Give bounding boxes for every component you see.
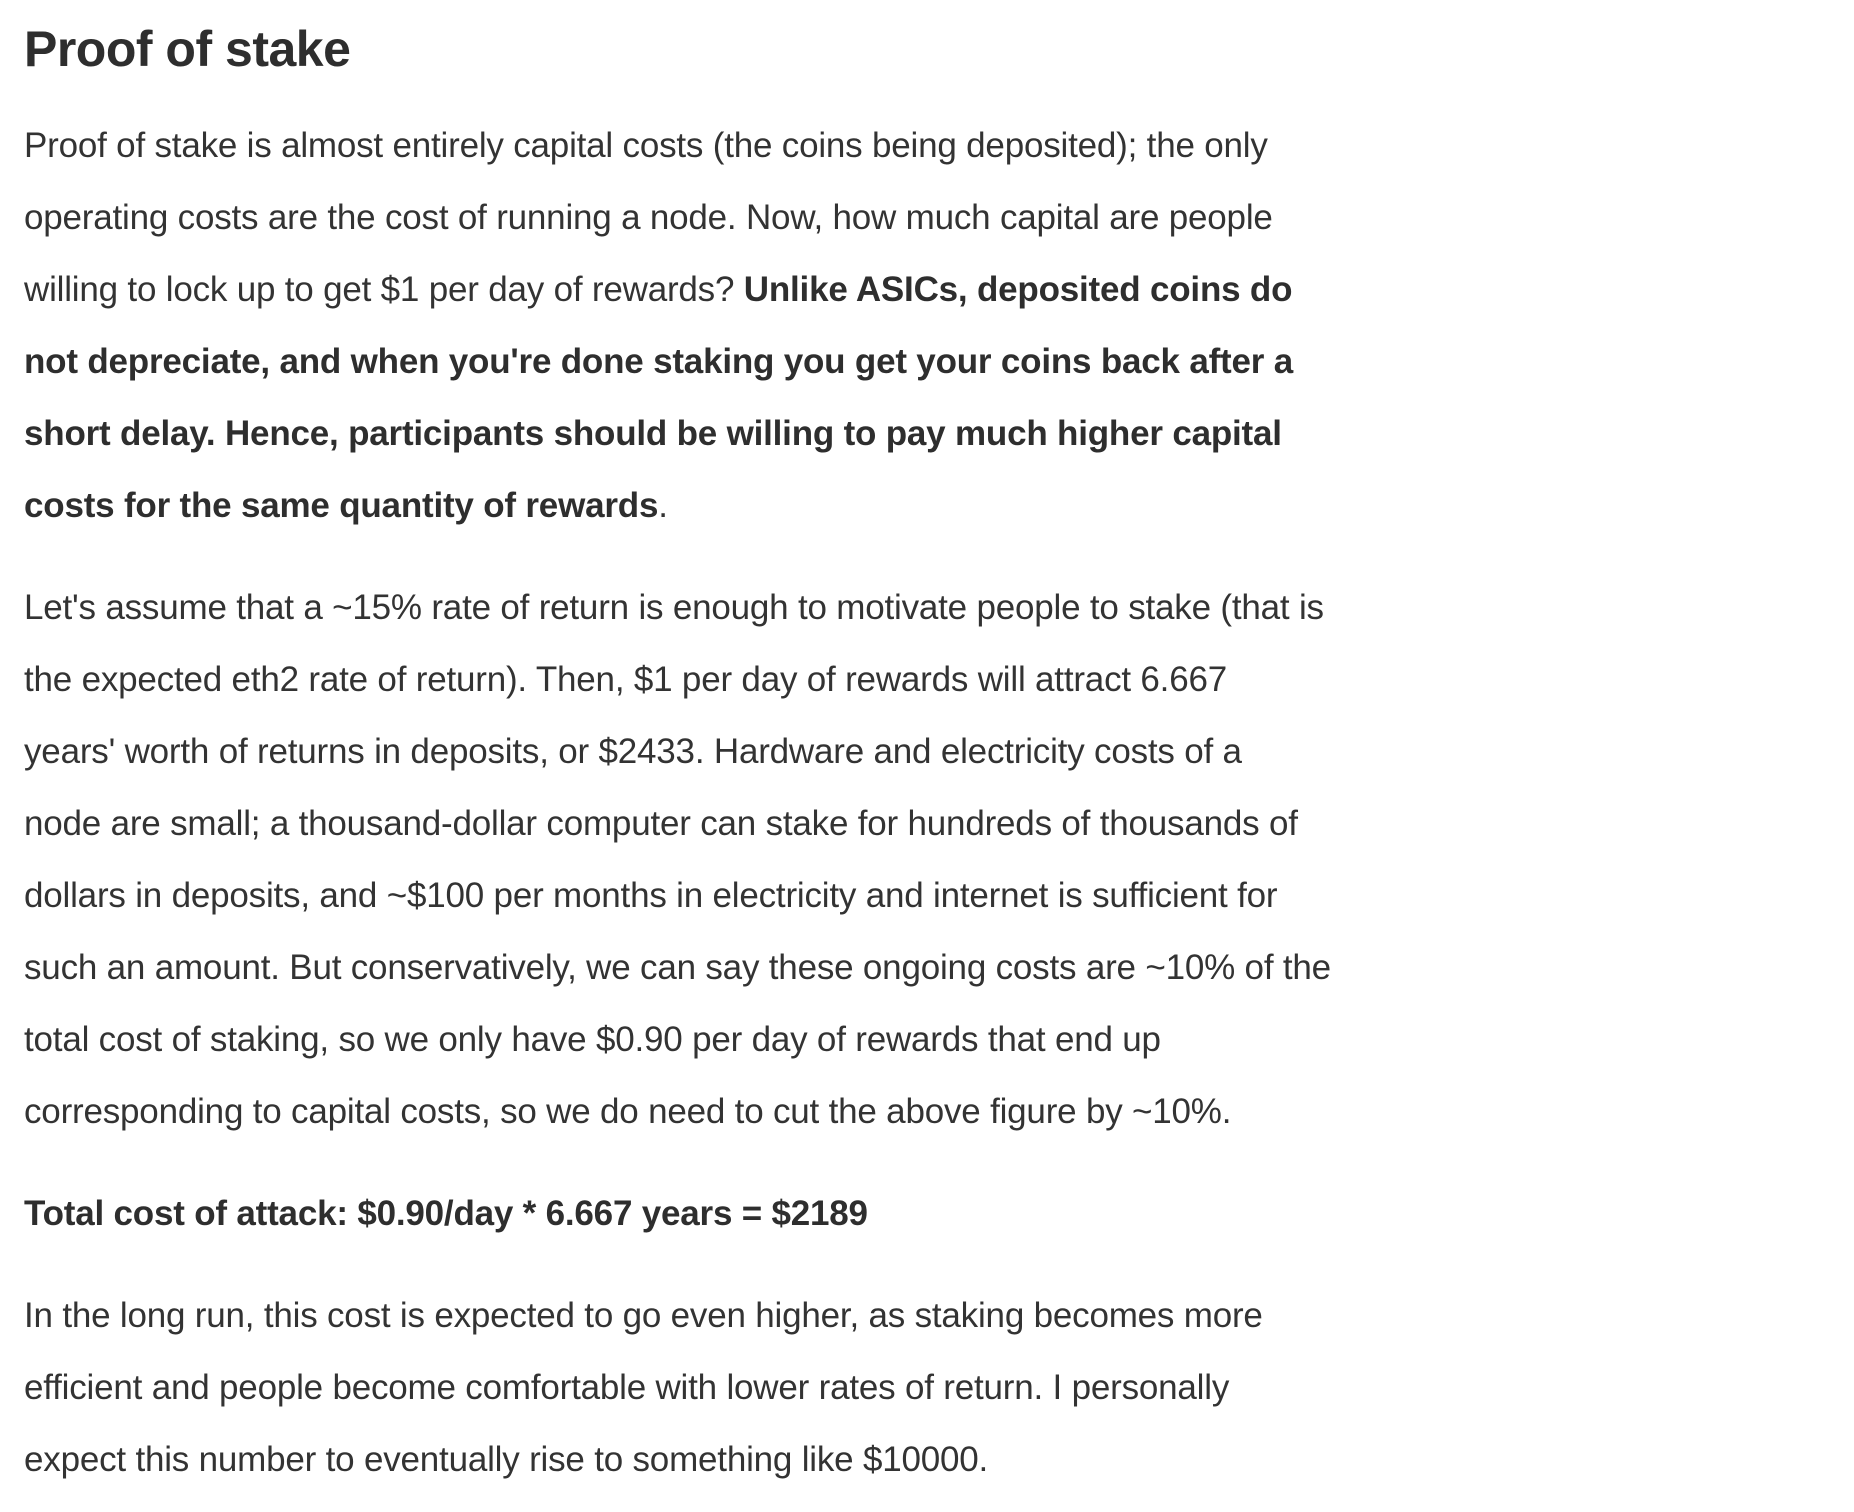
bold-text-run: Unlike ASICs, deposited coins do [743,270,1293,309]
text-run: In the long run, this cost is expected t… [24,1296,1263,1335]
text-run: efficient and people become comfortable … [24,1368,1230,1407]
bold-text-run: short delay. Hence, participants should … [24,414,1282,453]
text-run: years' worth of returns in deposits, or … [24,732,1242,771]
bold-text-run: costs for the same quantity of rewards [24,486,659,525]
text-run: willing to lock up to get $1 per day of … [24,270,744,309]
text-run: total cost of staking, so we only have $… [24,1020,1161,1059]
text-run: dollars in deposits, and ~$100 per month… [24,876,1278,915]
paragraph-long-run-outlook: In the long run, this cost is expected t… [24,1280,1830,1496]
text-run: node are small; a thousand-dollar comput… [24,804,1298,843]
text-run: . [658,486,668,525]
paragraph-total-cost-of-attack: Total cost of attack: $0.90/day * 6.667 … [24,1178,1830,1250]
text-run: expect this number to eventually rise to… [24,1440,989,1479]
paragraph-staking-cost-analysis: Let's assume that a ~15% rate of return … [24,572,1830,1148]
page-title: Proof of stake [24,21,351,77]
text-run: Proof of stake is almost entirely capita… [24,126,1268,165]
bold-text-run: Total cost of attack: $0.90/day * 6.667 … [24,1194,868,1233]
paragraph-proof-of-stake-intro: Proof of stake is almost entirely capita… [24,110,1830,542]
bold-text-run: not depreciate, and when you're done sta… [24,342,1293,381]
text-run: operating costs are the cost of running … [24,198,1273,237]
text-run: the expected eth2 rate of return). Then,… [24,660,1228,699]
text-run: corresponding to capital costs, so we do… [24,1092,1232,1131]
text-run: such an amount. But conservatively, we c… [24,948,1331,987]
text-run: Let's assume that a ~15% rate of return … [24,588,1324,627]
